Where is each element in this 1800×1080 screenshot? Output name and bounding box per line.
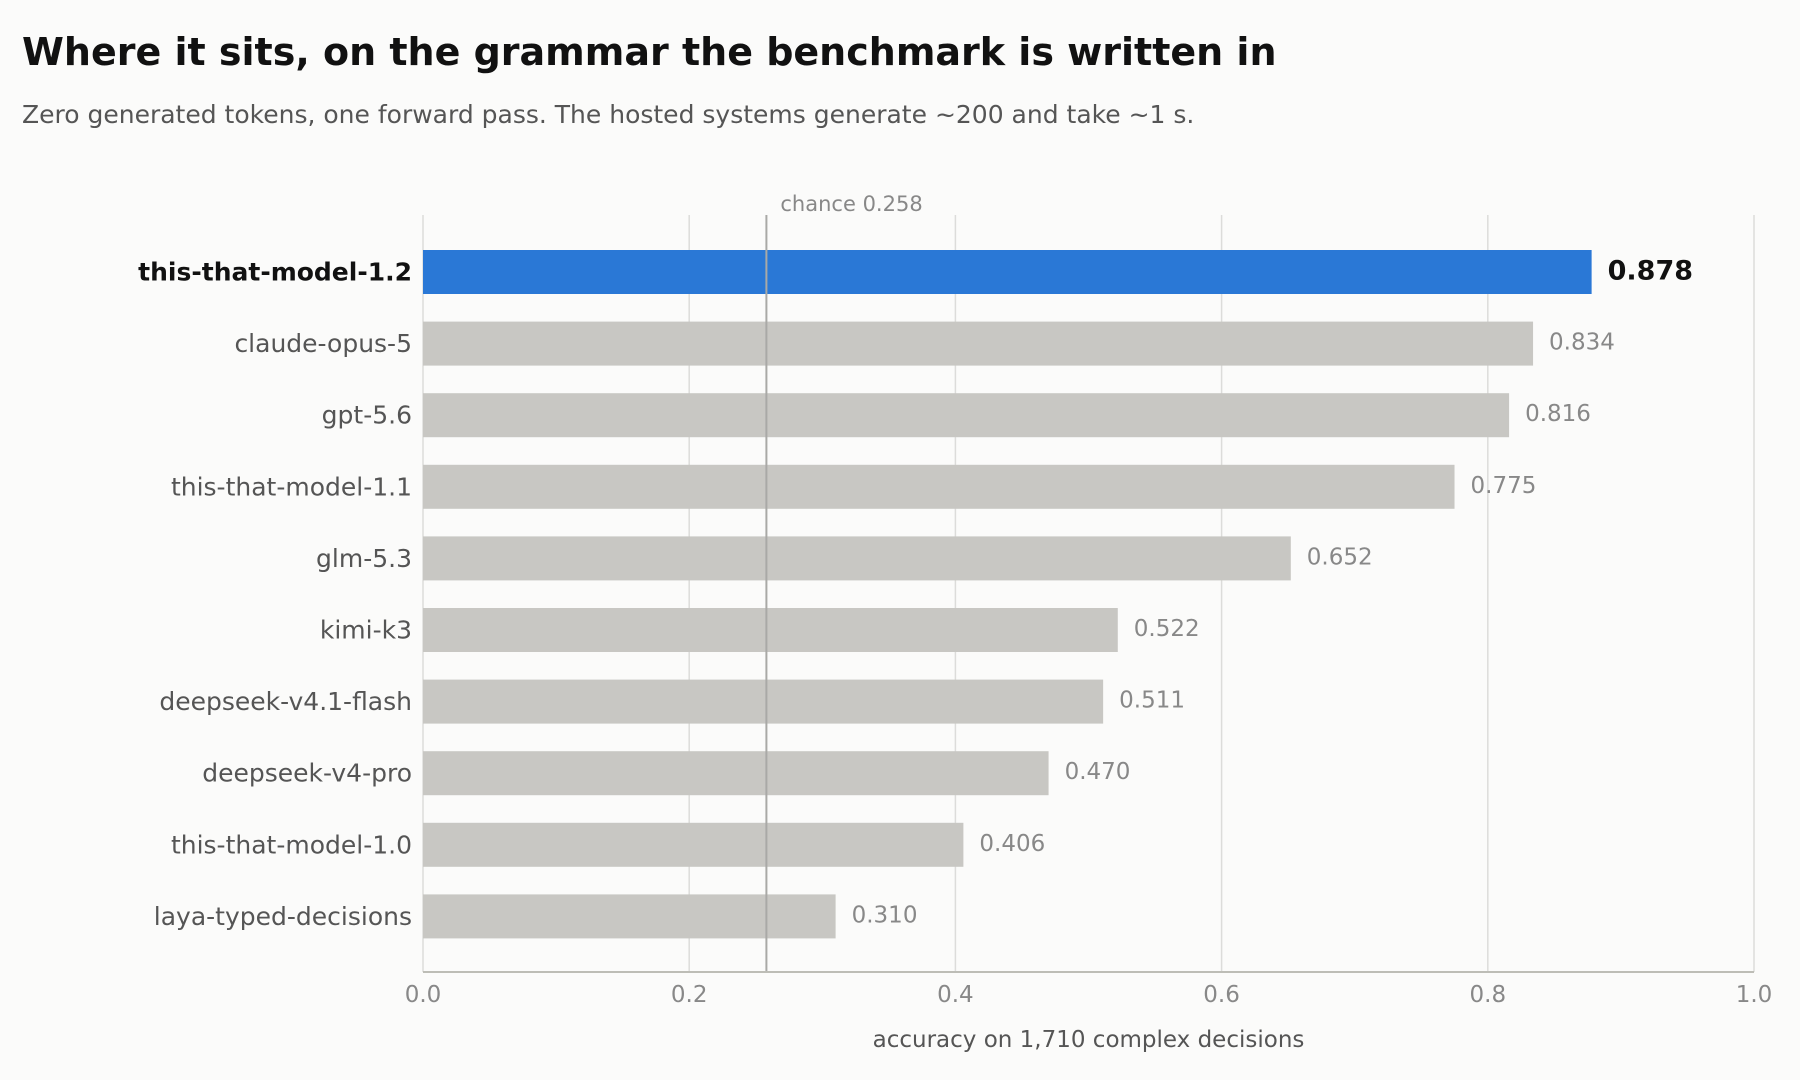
value-label: 0.310 [852,902,918,928]
category-label: this-that-model-1.1 [171,472,412,501]
category-label: deepseek-v4-pro [202,759,412,788]
value-label: 0.406 [979,831,1045,857]
bar [423,250,1592,294]
x-tick-label: 0.8 [1470,982,1507,1008]
chart-title: Where it sits, on the grammar the benchm… [22,30,1277,74]
bar [423,393,1510,438]
x-tick-label: 0.4 [937,982,974,1008]
value-label: 0.652 [1307,544,1373,570]
category-label: this-that-model-1.2 [138,258,412,287]
bar [423,464,1455,509]
bar [423,679,1104,724]
value-label: 0.834 [1549,330,1615,356]
value-label: 0.470 [1065,759,1131,785]
category-label: this-that-model-1.0 [171,830,412,859]
category-label: glm-5.3 [316,544,412,573]
bars [423,250,1592,939]
bar [423,536,1291,581]
bar [423,321,1534,366]
chart-subtitle: Zero generated tokens, one forward pass.… [22,100,1195,129]
category-label: laya-typed-decisions [154,902,412,931]
bar [423,894,836,939]
category-label: claude-opus-5 [234,329,412,358]
category-label: deepseek-v4.1-flash [159,687,412,716]
x-tick-label: 0.2 [671,982,708,1008]
category-label: kimi-k3 [320,616,412,645]
labels: this-that-model-1.2 0.878 claude-opus-5 0.8… [138,256,1693,931]
bar [423,751,1049,796]
reference-line-group: chance 0.258 [765,192,923,972]
value-label: 0.816 [1525,401,1591,427]
value-label: 0.775 [1471,473,1537,499]
value-label: 0.522 [1134,616,1200,642]
x-tick-label: 0.0 [405,982,442,1008]
x-axis: 0.0 0.2 0.4 0.6 0.8 1.0 [405,971,1773,1008]
bar [423,608,1118,652]
x-tick-label: 1.0 [1736,982,1773,1008]
value-label: 0.878 [1608,256,1693,287]
reference-line-label: chance 0.258 [780,192,922,216]
category-label: gpt-5.6 [322,401,412,430]
bar [423,822,964,867]
value-label: 0.511 [1119,688,1185,714]
x-axis-title: accuracy on 1,710 complex decisions [873,1027,1305,1053]
x-tick-label: 0.6 [1203,982,1240,1008]
